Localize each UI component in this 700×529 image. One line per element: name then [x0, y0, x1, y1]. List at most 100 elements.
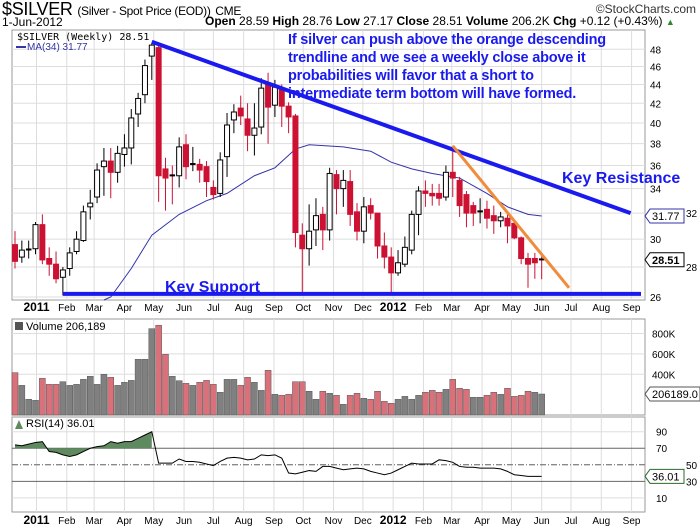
price-tick-label: 46: [650, 62, 662, 73]
candle: [326, 167, 333, 241]
candle-body: [429, 192, 436, 197]
candle: [463, 191, 470, 228]
volume-bar: [346, 395, 354, 416]
candle: [299, 223, 306, 296]
candle: [285, 102, 292, 134]
volume-bar: [476, 397, 484, 416]
candle-body: [32, 224, 39, 250]
rsi-tick-label: 30: [686, 477, 698, 488]
candle-body: [531, 257, 538, 264]
candle: [237, 95, 244, 125]
candle-body: [237, 107, 244, 117]
ma-value-tag-box: [644, 208, 685, 224]
candle-body: [354, 211, 360, 232]
volume-bar: [216, 392, 224, 416]
volume-bar: [415, 395, 422, 416]
volume-bar: [162, 354, 169, 416]
candle: [196, 158, 203, 183]
volume-bar: [292, 381, 299, 416]
volume-bar: [148, 328, 156, 416]
volume-bar: [52, 384, 60, 416]
candle: [531, 252, 538, 279]
candle: [436, 183, 443, 206]
candle: [176, 137, 183, 188]
last-price-tag-box: [644, 252, 685, 268]
candle-body: [107, 160, 114, 173]
volume-bar: [353, 393, 361, 416]
candle-body: [39, 224, 46, 261]
low-label: Low: [335, 14, 360, 28]
candle-body: [141, 65, 148, 96]
candle: [518, 236, 525, 265]
candle-body: [408, 213, 415, 251]
candle-body: [490, 215, 497, 222]
volume-bar: [18, 385, 26, 416]
candle: [477, 198, 483, 224]
volume-value-tag: 206189.0: [652, 389, 698, 401]
stockcharts-brand[interactable]: ©StockCharts.com: [595, 2, 696, 16]
x-tick-label: Dec: [354, 303, 372, 314]
x-tick-label: May: [144, 516, 163, 527]
volume-bar: [394, 399, 402, 416]
candle-body: [422, 190, 429, 194]
volume-bar: [114, 385, 121, 416]
price-tick-label: 38: [650, 140, 662, 151]
candle-body: [497, 216, 504, 222]
quote-summary: Open 28.59 High 28.76 Low 27.17 Close 28…: [205, 14, 675, 28]
candle-body: [169, 174, 176, 177]
x-tick-label: Jun: [534, 303, 550, 314]
candle-body: [53, 263, 60, 280]
candle: [483, 200, 490, 229]
volume-bar: [196, 382, 203, 416]
x-tick-label: Feb: [58, 303, 76, 314]
candle-body: [319, 213, 326, 231]
candle-body: [135, 97, 142, 115]
volume-bar: [340, 404, 347, 416]
candle: [395, 250, 402, 276]
quote-date: 1-Jun-2012: [2, 15, 63, 29]
candle: [114, 145, 121, 183]
ma-legend: MA(34) 31.77: [27, 42, 88, 53]
volume-label: Volume: [465, 14, 509, 28]
candle: [155, 45, 162, 202]
rsi-legend-icon: [15, 420, 23, 429]
candle: [306, 204, 313, 266]
candle: [312, 198, 319, 246]
x-tick-label: Mar: [86, 303, 104, 314]
x-tick-label: Apr: [474, 303, 490, 314]
volume-bar: [73, 384, 80, 416]
candle: [94, 163, 101, 204]
candle: [46, 247, 53, 276]
x-tick-label: Jul: [207, 303, 220, 314]
x-tick-label: Oct: [295, 516, 311, 527]
x-tick-label: Jul: [565, 516, 578, 527]
price-tick-label: 32: [686, 209, 698, 220]
candle: [490, 205, 497, 234]
last-price-tag: 28.51: [652, 255, 680, 267]
x-tick-label: Jul: [565, 303, 578, 314]
volume-bar: [428, 390, 436, 416]
candle-body: [203, 166, 210, 183]
volume-value-tag-box: [644, 386, 700, 402]
candle-body: [244, 118, 251, 136]
rsi-line: [14, 430, 542, 477]
x-tick-label: Nov: [325, 303, 343, 314]
volume-bar: [305, 391, 313, 416]
candle: [354, 203, 360, 241]
volume-bar: [134, 359, 142, 416]
candle: [183, 134, 189, 180]
candle-body: [456, 179, 463, 207]
volume-bar: [381, 401, 388, 416]
price-tick-label: 28: [686, 263, 698, 274]
volume-bar: [319, 391, 327, 416]
volume-bar: [497, 394, 504, 416]
volume-bar: [470, 397, 477, 416]
x-tick-label: Sep: [623, 516, 641, 527]
volume-bar: [169, 376, 176, 416]
candle-body: [148, 44, 155, 57]
x-tick-label: Oct: [295, 303, 311, 314]
candle-body: [415, 190, 422, 215]
candle: [53, 251, 60, 284]
rsi-value-tag: 36.01: [652, 471, 680, 483]
candle-body: [292, 115, 299, 234]
